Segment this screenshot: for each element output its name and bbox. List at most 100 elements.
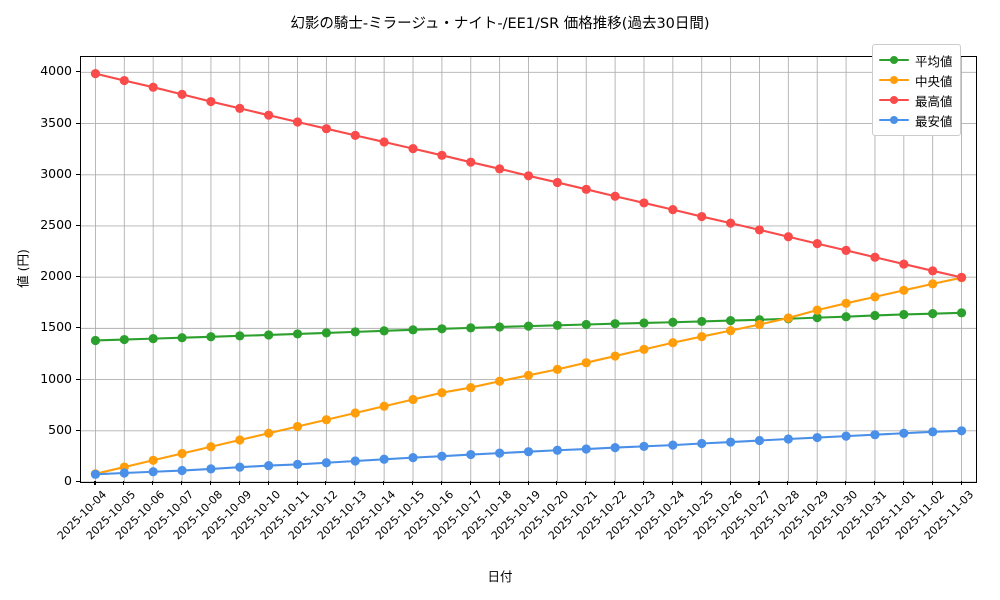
x-tick-label: 2025-10-17 (430, 488, 485, 543)
legend-label: 最安値 (915, 113, 953, 129)
legend-swatch-icon (879, 113, 909, 127)
x-tick-label: 2025-10-05 (84, 488, 139, 543)
x-tick-label: 2025-10-06 (112, 488, 168, 543)
data-point (264, 330, 274, 340)
x-tick-label: 2025-10-07 (141, 488, 197, 543)
x-tick-label: 2025-10-04 (55, 488, 110, 543)
data-point (610, 351, 620, 361)
data-point (379, 454, 389, 464)
x-tick-label: 2025-10-12 (286, 488, 341, 543)
data-point (148, 467, 158, 477)
legend-item-1[interactable]: 平均値 (879, 50, 953, 70)
legend-item-4[interactable]: 最安値 (879, 110, 953, 130)
legend-dot-icon (890, 76, 898, 84)
data-point (812, 313, 822, 323)
x-tick-label: 2025-10-24 (632, 488, 688, 543)
data-point (754, 435, 765, 446)
x-tick-label: 2025-10-26 (690, 488, 745, 543)
data-point (206, 332, 216, 342)
data-point (379, 137, 389, 147)
data-point (841, 298, 851, 308)
data-point (523, 321, 534, 331)
legend-label: 平均値 (915, 53, 953, 69)
data-point (754, 319, 765, 330)
x-axis-label: 日付 (487, 569, 513, 584)
data-point (956, 308, 967, 318)
data-point (870, 252, 880, 262)
data-point (437, 150, 447, 160)
data-point (870, 310, 880, 321)
data-point (177, 89, 187, 99)
data-point (841, 312, 851, 322)
data-point (206, 464, 216, 474)
data-point (206, 96, 216, 107)
data-point (639, 318, 649, 328)
legend-dot-icon (890, 56, 898, 64)
data-point (812, 238, 822, 249)
data-point (495, 164, 505, 174)
data-point (408, 394, 418, 405)
legend-item-3[interactable]: 最高値 (879, 90, 953, 110)
series-2 (90, 273, 967, 479)
data-point (148, 82, 158, 92)
x-tick-label: 2025-10-25 (661, 488, 716, 543)
x-tick-label: 2025-10-29 (776, 488, 832, 543)
data-point (899, 285, 909, 295)
data-point (841, 245, 851, 255)
series-1 (90, 308, 967, 346)
data-point (783, 434, 793, 444)
data-point (870, 292, 880, 302)
x-tick-label: 2025-10-15 (372, 488, 428, 543)
data-point (235, 331, 245, 341)
data-point (148, 455, 158, 465)
data-point (726, 326, 736, 336)
legend-swatch-icon (879, 93, 909, 107)
data-point (956, 272, 967, 282)
data-point (437, 388, 447, 398)
y-tick-label: 0 (64, 473, 72, 488)
data-point (148, 334, 158, 344)
data-point (668, 204, 678, 215)
data-point (928, 309, 938, 319)
data-point (177, 448, 187, 459)
data-point (552, 320, 562, 330)
data-point (495, 376, 505, 386)
x-tick-label: 2025-10-14 (343, 488, 399, 543)
data-point (581, 319, 591, 330)
x-tick-label: 2025-10-20 (517, 488, 572, 543)
y-tick-label: 3500 (40, 114, 72, 130)
plot-area (80, 56, 977, 483)
legend-swatch-icon (879, 53, 909, 67)
data-point (90, 335, 101, 346)
data-point (177, 465, 187, 476)
x-tick-label: 2025-10-10 (228, 488, 283, 543)
data-point (292, 329, 303, 339)
data-point (466, 157, 476, 167)
data-point (552, 445, 562, 455)
y-axis-label: 値 (円) (15, 248, 31, 288)
x-tick-label: 2025-10-11 (257, 488, 312, 543)
series-layer (90, 68, 967, 479)
data-point (726, 218, 736, 228)
legend-item-2[interactable]: 中央値 (879, 70, 953, 90)
data-point (264, 110, 274, 120)
data-point (523, 370, 534, 380)
data-point (321, 458, 331, 468)
data-point (928, 279, 938, 289)
chart-legend: 平均値 中央値 最高値最安値 (872, 44, 961, 136)
data-point (292, 117, 303, 127)
data-point (697, 316, 707, 327)
data-point (928, 266, 938, 276)
data-point (812, 305, 822, 315)
data-point (552, 364, 562, 374)
data-point (928, 427, 938, 437)
data-point (783, 313, 793, 323)
series-4 (90, 426, 967, 479)
data-point (350, 130, 360, 140)
data-point (466, 323, 476, 333)
data-point (90, 68, 101, 79)
data-point (639, 441, 649, 451)
data-point (119, 75, 129, 86)
x-tick-label: 2025-10-13 (315, 488, 370, 543)
